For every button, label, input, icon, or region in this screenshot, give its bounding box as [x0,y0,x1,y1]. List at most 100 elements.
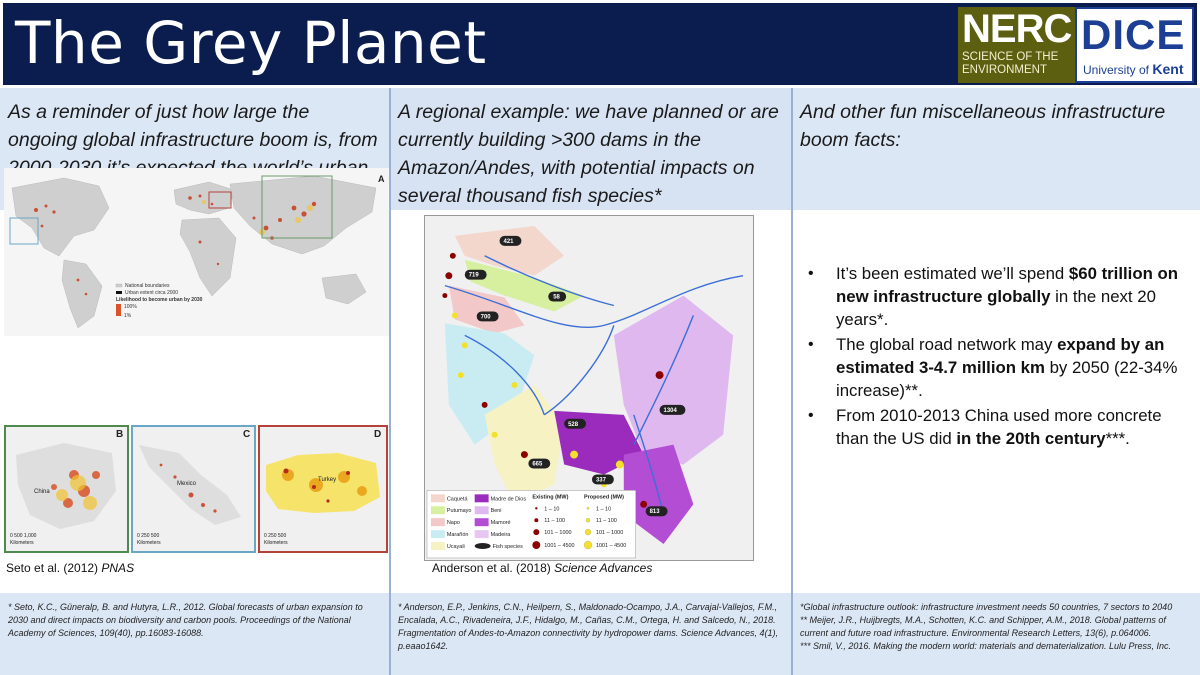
basin-napo: Napo [447,520,460,526]
column-header: A regional example: we have planned or a… [390,88,792,210]
reference-seto: * Seto, K.C., Güneralp, B. and Hutyra, L… [8,602,363,638]
nerc-logo-subtitle: SCIENCE OF THE ENVIRONMENT [962,51,1058,77]
fact-2-bold: expand by an estimated 3-4.7 million km [836,335,1165,377]
dice-logo: DICE University of Kent [1075,7,1194,83]
nerc-logo: NERC SCIENCE OF THE ENVIRONMENT [958,7,1075,83]
fact-1-text: It’s been estimated we’ll spend [836,264,1069,283]
fact-1-tail: in the next 20 years*. [836,287,1156,329]
column-amazon-dams: A regional example: we have planned or a… [390,88,792,675]
anderson-caption-journal: Science Advances [554,561,653,575]
inset-label-turkey: Turkey [318,477,336,483]
fish-species-label: Fish species [493,544,524,550]
seto-figure-caption: Seto et al. (2012) PNAS [6,561,134,575]
fish-count-beni: 337 [596,477,607,483]
legend-national-boundaries: National boundaries [125,283,170,289]
scale-turkey: 0 250 500 [264,533,286,539]
proposed-range-4: 1001 – 4500 [596,543,626,549]
fact-infrastructure-spend: It’s been estimated we’ll spend $60 tril… [804,262,1190,331]
fact-3-bold: in the 20th century [956,429,1106,448]
scale-mexico-unit: Kilometers [137,540,161,546]
nerc-subtitle-line2: ENVIRONMENT [962,64,1047,76]
dice-subtitle-bold: Kent [1152,61,1184,77]
fish-count-ucayali: 665 [532,462,543,468]
panel-label-a: A [378,174,385,184]
amazon-dams-header: A regional example: we have planned or a… [398,101,779,207]
fish-count-madre-de-dios: 528 [568,422,579,428]
nerc-subtitle-line1: SCIENCE OF THE [962,51,1059,63]
basin-beni: Beni [491,508,502,514]
legend-urban-extent: Urban extent circa 2000 [125,290,178,296]
legend-likelihood-title: Likelihood to become urban by 2030 [116,297,203,303]
nerc-logo-text: NERC [962,7,1072,51]
column-misc-facts: And other fun miscellaneous infrastructu… [792,88,1200,675]
basin-mamore: Mamoré [491,520,511,526]
column-header: And other fun miscellaneous infrastructu… [792,88,1200,210]
inset-turkey-map: D Turkey 0 250 500 Kilometers [258,425,388,553]
amazon-dams-map: 421 719 58 700 1304 528 665 337 813 Caqu… [424,215,754,561]
reference-line-1: *Global infrastructure outlook: infrastr… [800,602,1173,612]
fact-china-concrete: From 2010-2013 China used more concrete … [804,404,1190,450]
seto-caption-journal: PNAS [101,561,135,575]
panel-label-b: B [116,429,123,440]
dice-logo-subtitle: University of Kent [1083,61,1184,77]
proposed-range-2: 11 – 100 [596,518,617,524]
column-divider-2 [791,88,793,675]
fact-2-text: The global road network may [836,335,1058,354]
dice-subtitle-text: University of [1083,63,1150,77]
seto-caption-authors: Seto et al. (2012) [6,561,102,575]
inset-china-map: B China 0 500 1,000 Kilometers [4,425,129,553]
column-header-text: A regional example: we have planned or a… [398,98,784,210]
basin-putumayo: Putumayo [447,508,472,514]
facts-list: It’s been estimated we’ll spend $60 tril… [804,262,1190,452]
scale-turkey-unit: Kilometers [264,540,288,546]
column-divider-1 [389,88,391,675]
basin-madre-de-dios: Madre de Dios [491,496,527,502]
anderson-figure-caption: Anderson et al. (2018) Science Advances [432,561,652,575]
panel-label-c: C [243,429,250,440]
proposed-range-3: 101 – 1000 [596,530,623,536]
legend-likelihood-low: 1% [124,313,132,319]
column-footer: * Anderson, E.P., Jenkins, C.N., Heilper… [390,593,792,675]
existing-range-1: 1 – 10 [544,506,559,512]
fact-road-network: The global road network may expand by an… [804,333,1190,402]
fact-3-text: From 2010-2013 China used more concrete … [836,406,1162,448]
fact-2-tail: by 2050 (22-34% increase)**. [836,358,1178,400]
panel-label-d: D [374,429,381,440]
existing-mw-title: Existing (MW) [532,494,568,500]
fish-count-caqueta: 421 [504,239,515,245]
fish-count-madeira: 1304 [664,408,678,414]
nerc-dice-logo: NERC SCIENCE OF THE ENVIRONMENT DICE Uni… [958,7,1194,83]
fish-count-mamore: 813 [650,509,661,515]
scale-china: 0 500 1,000 [10,533,37,539]
page-title: The Grey Planet [15,9,487,77]
basin-madeira: Madeira [491,532,512,538]
world-urban-map: A National boundaries Urban extent circa… [4,168,389,336]
inset-label-china: China [34,489,50,495]
fact-3-tail: ***. [1105,429,1130,448]
column-footer: * Seto, K.C., Güneralp, B. and Hutyra, L… [0,593,390,675]
column-footer: *Global infrastructure outlook: infrastr… [792,593,1200,675]
existing-range-3: 101 – 1000 [544,530,571,536]
proposed-range-1: 1 – 10 [596,506,611,512]
column-header-text: And other fun miscellaneous infrastructu… [800,98,1192,154]
basin-maranon: Marañón [447,532,469,538]
dice-logo-text: DICE [1081,11,1186,58]
inset-label-mexico: Mexico [177,481,197,487]
scale-mexico: 0 250 500 [137,533,159,539]
fish-count-putumayo: 719 [469,273,480,279]
existing-range-2: 11 – 100 [544,518,565,524]
basin-ucayali: Ucayali [447,544,465,550]
reference-line-2: ** Meijer, J.R., Huijbregts, M.A., Schot… [800,615,1166,638]
misc-facts-header: And other fun miscellaneous infrastructu… [800,101,1166,151]
fact-1-bold: $60 trillion on new infrastructure globa… [836,264,1179,306]
existing-range-4: 1001 – 4500 [544,543,574,549]
fish-count-napo: 58 [553,295,560,301]
inset-mexico-map: C Mexico 0 250 500 Kilometers [131,425,256,553]
fish-count-maranon: 700 [481,314,492,320]
basin-caqueta: Caquetá [447,496,469,502]
anderson-caption-authors: Anderson et al. (2018) [432,561,555,575]
legend-likelihood-high: 100% [124,304,137,310]
proposed-mw-title: Proposed (MW) [584,494,624,500]
scale-china-unit: Kilometers [10,540,34,546]
reference-line-3: *** Smil, V., 2016. Making the modern wo… [800,641,1172,651]
